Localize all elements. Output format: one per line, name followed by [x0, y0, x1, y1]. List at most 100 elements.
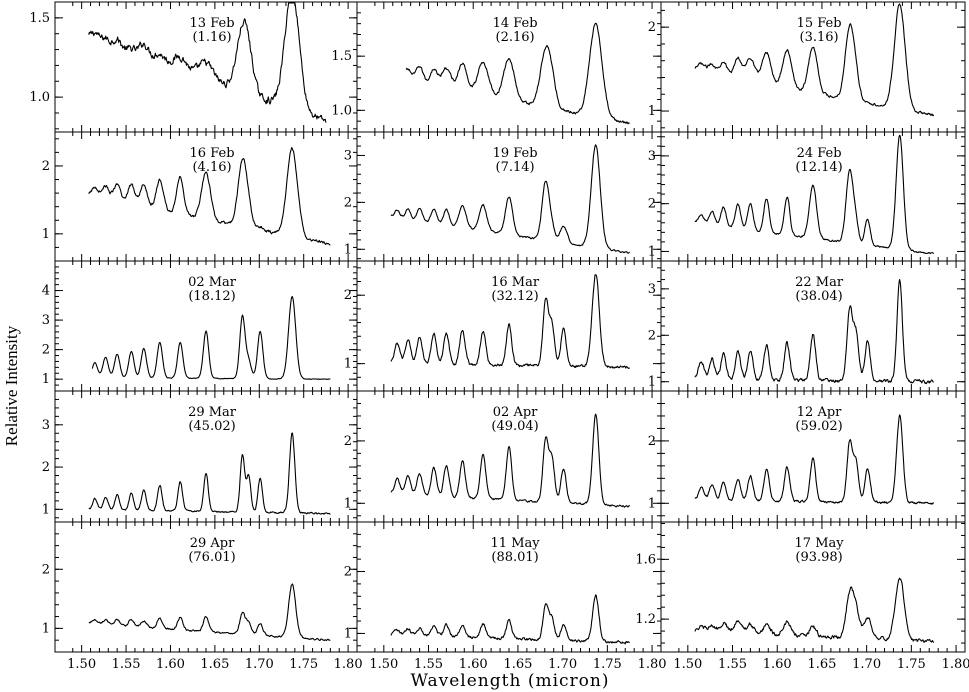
spectrum-panel: 1 2 11 May(88.01) — [344, 521, 662, 653]
x-tick-label: 1.55 — [718, 657, 747, 672]
panel-date-label: 29 Mar — [188, 405, 237, 420]
x-tick-label: 1.80 — [942, 657, 969, 672]
x-tick-label: 1.70 — [852, 657, 881, 672]
x-tick-labels: 1.50 1.55 1.60 1.65 1.70 1.75 1.80 1.50 1.55 1.60… — [67, 657, 969, 672]
spectrum-panel: 1 2 3 29 Mar(45.02) — [42, 390, 358, 523]
panel-day-label: (4.16) — [192, 160, 231, 175]
y-tick-label: 2 — [344, 195, 352, 210]
x-tick-label: 1.80 — [334, 657, 363, 672]
panel-date-label: 16 Feb — [190, 146, 235, 161]
panel-day-label: (93.98) — [795, 550, 842, 565]
panel-date-label: 15 Feb — [797, 16, 842, 31]
x-tick-label: 1.50 — [673, 657, 702, 672]
x-axis-label: Wavelength (micron) — [411, 671, 610, 691]
y-tick-label: 2 — [648, 328, 656, 343]
y-tick-label: 1 — [42, 621, 50, 636]
panel-date-label: 12 Apr — [797, 405, 842, 420]
panel-date-label: 02 Apr — [493, 405, 538, 420]
y-tick-label: 2 — [42, 159, 50, 174]
x-tick-label: 1.80 — [638, 657, 667, 672]
panel-date-label: 11 May — [491, 536, 541, 551]
y-tick-label: 2 — [42, 460, 50, 475]
panel-day-label: (76.01) — [188, 550, 235, 565]
y-tick-label: 1 — [344, 357, 352, 372]
spectrum-panel: 1 2 3 24 Feb(12.14) — [648, 131, 966, 262]
spectrum-panel: 1 2 3 22 Mar(38.04) — [648, 260, 966, 392]
y-tick-label: 3 — [648, 282, 656, 297]
panel-date-label: 24 Feb — [797, 146, 842, 161]
spectrum-panel: 1 2 16 Mar(32.12) — [344, 260, 662, 392]
panel-day-label: (2.16) — [496, 30, 535, 45]
spectrum-line — [694, 3, 935, 117]
spectrum-panel: 1.0 1.5 14 Feb(2.16) — [331, 1, 662, 133]
spectrum-line — [694, 577, 935, 643]
x-tick-label: 1.60 — [156, 657, 185, 672]
panel-day-label: (38.04) — [795, 289, 842, 304]
panel-date-label: 13 Feb — [190, 16, 235, 31]
spectrum-panel: 1 2 02 Apr(49.04) — [344, 390, 662, 523]
y-tick-label: 1.5 — [331, 49, 352, 64]
y-tick-label: 2 — [648, 434, 656, 449]
spectrum-panel: 1 2 29 Apr(76.01) — [42, 521, 358, 653]
panel-day-label: (32.12) — [491, 289, 538, 304]
spectrum-panel: 1 2 3 4 02 Mar(18.12) — [42, 260, 358, 392]
y-tick-label: 3 — [42, 313, 50, 328]
x-tick-label: 1.70 — [245, 657, 274, 672]
x-tick-label: 1.75 — [593, 657, 622, 672]
spectrum-line — [88, 2, 327, 123]
panel-date-label: 17 May — [795, 536, 845, 551]
panel-date-label: 14 Feb — [493, 16, 538, 31]
x-tick-label: 1.60 — [459, 657, 488, 672]
y-tick-label: 3 — [344, 148, 352, 163]
y-tick-label: 2 — [344, 288, 352, 303]
spectrum-line — [390, 413, 631, 508]
y-tick-label: 1 — [648, 104, 656, 119]
y-tick-label: 4 — [42, 284, 50, 299]
spectrum-line — [694, 414, 935, 505]
y-tick-label: 1 — [648, 496, 656, 511]
spectrum-panel: 1.2 1.6 17 May(93.98) — [635, 521, 966, 653]
spectrum-line — [405, 22, 630, 125]
spectrum-panel: 1 2 3 19 Feb(7.14) — [344, 131, 662, 262]
x-tick-label: 1.65 — [200, 657, 229, 672]
spectrum-line — [390, 144, 630, 254]
panel-grid: 1.0 1.5 13 Feb(1.16) 1.0 1.5 14 Feb(2.16) 1 2 15… — [29, 1, 966, 653]
y-tick-label: 2 — [648, 20, 656, 35]
y-axis-label: Relative Intensity — [2, 325, 21, 446]
spectrum-line — [88, 147, 331, 246]
x-tick-label: 1.50 — [369, 657, 398, 672]
panel-date-label: 02 Mar — [188, 275, 237, 290]
panel-day-label: (1.16) — [192, 30, 231, 45]
panel-date-label: 22 Mar — [795, 275, 844, 290]
spectrum-line — [91, 296, 331, 380]
y-tick-label: 3 — [42, 418, 50, 433]
y-tick-label: 2 — [648, 197, 656, 212]
y-tick-label: 1.2 — [635, 612, 656, 627]
x-tick-label: 1.50 — [67, 657, 96, 672]
y-tick-label: 1.5 — [29, 11, 50, 26]
y-tick-label: 1 — [648, 244, 656, 259]
y-tick-label: 2 — [42, 343, 50, 358]
spectrum-panel: 1 2 12 Apr(59.02) — [648, 390, 966, 523]
y-tick-label: 1 — [42, 372, 50, 387]
spectrum-line — [694, 278, 934, 385]
y-tick-label: 2 — [344, 434, 352, 449]
spectrum-panel: 1 2 15 Feb(3.16) — [648, 1, 966, 133]
y-tick-label: 3 — [648, 149, 656, 164]
y-tick-label: 1 — [42, 502, 50, 517]
y-tick-label: 1 — [344, 242, 352, 257]
spectrum-panel: 1 2 16 Feb(4.16) — [42, 131, 358, 262]
y-tick-label: 1 — [648, 375, 656, 390]
panel-day-label: (3.16) — [800, 30, 839, 45]
y-tick-label: 2 — [42, 562, 50, 577]
y-tick-label: 1 — [344, 626, 352, 641]
spectrum-panel: 1.0 1.5 13 Feb(1.16) — [29, 1, 358, 133]
x-tick-label: 1.55 — [414, 657, 443, 672]
panel-date-label: 16 Mar — [491, 275, 540, 290]
y-tick-label: 1.6 — [635, 552, 656, 567]
x-tick-label: 1.60 — [763, 657, 792, 672]
x-tick-label: 1.75 — [897, 657, 926, 672]
y-tick-label: 1 — [344, 496, 352, 511]
panel-day-label: (88.01) — [491, 550, 538, 565]
